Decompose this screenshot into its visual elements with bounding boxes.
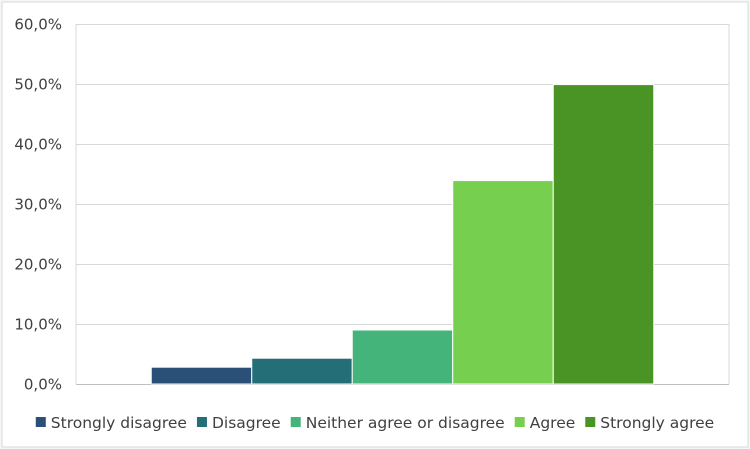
bar-disagree bbox=[251, 357, 353, 385]
y-tick-label: 10,0% bbox=[14, 316, 62, 334]
legend-swatch bbox=[585, 417, 596, 427]
legend-swatch bbox=[290, 417, 301, 427]
bar-agree bbox=[452, 180, 554, 385]
legend-swatch bbox=[35, 417, 46, 427]
y-tick-label: 0,0% bbox=[24, 376, 62, 394]
legend: Strongly disagree Disagree Neither agree o… bbox=[35, 414, 714, 432]
bar-strongly-disagree bbox=[150, 366, 253, 385]
y-tick-label: 50,0% bbox=[14, 76, 62, 94]
legend-item: Agree bbox=[514, 414, 576, 432]
y-tick-label: 20,0% bbox=[14, 256, 62, 274]
legend-item: Strongly agree bbox=[585, 414, 714, 432]
y-tick-label: 40,0% bbox=[14, 136, 62, 154]
legend-item: Disagree bbox=[196, 414, 281, 432]
legend-label: Disagree bbox=[212, 414, 281, 432]
legend-swatch bbox=[514, 417, 525, 427]
y-tick-label: 60,0% bbox=[14, 16, 62, 34]
legend-label: Agree bbox=[530, 414, 576, 432]
bars bbox=[150, 84, 655, 385]
legend-item: Neither agree or disagree bbox=[290, 414, 505, 432]
bar-strongly-agree bbox=[552, 84, 655, 385]
legend-label: Neither agree or disagree bbox=[306, 414, 505, 432]
y-axis-tick-labels: 0,0% 10,0% 20,0% 30,0% 40,0% 50,0% 60,0% bbox=[14, 16, 62, 394]
legend-label: Strongly disagree bbox=[51, 414, 187, 432]
legend-label: Strongly agree bbox=[600, 414, 714, 432]
bar-neither-agree-or-disagree bbox=[351, 329, 454, 385]
legend-item: Strongly disagree bbox=[35, 414, 187, 432]
y-tick-label: 30,0% bbox=[14, 196, 62, 214]
legend-swatch bbox=[196, 417, 207, 427]
